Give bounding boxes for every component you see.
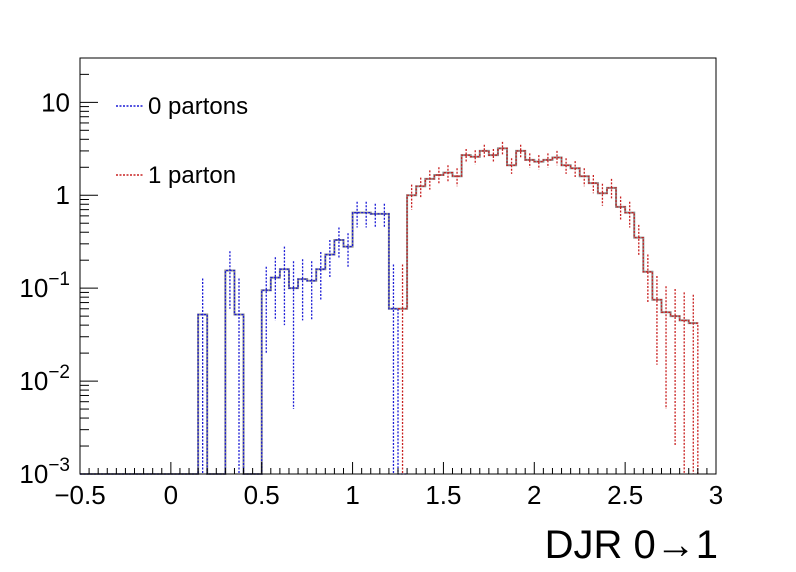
y-axis: 10−3 10−2 10−1 1 10	[19, 57, 98, 489]
x-tick-label: 0	[164, 480, 178, 510]
y-tick-label: 10−3	[19, 455, 70, 489]
y-tick-label: 1	[56, 180, 70, 210]
x-tick-label: 1.5	[425, 480, 461, 510]
series-line-0	[80, 211, 408, 475]
x-tick-label: −0.5	[54, 480, 105, 510]
y-tick-label: 10−2	[19, 362, 70, 396]
x-axis-title: DJR 0→1	[545, 523, 718, 567]
y-tick-label: 10	[41, 87, 70, 117]
x-tick-label: 2	[527, 480, 541, 510]
x-tick-label: 2.5	[607, 480, 643, 510]
x-tick-label: 1	[345, 480, 359, 510]
series-line-1	[398, 147, 699, 474]
legend-label: 1 parton	[148, 162, 236, 189]
x-tick-label: 3	[709, 480, 723, 510]
legend: 0 partons 1 parton	[116, 93, 248, 189]
x-axis: −0.5 0 0.5 1 1.5 2 2.5 3	[54, 462, 723, 510]
series-0	[80, 201, 408, 475]
series-layer	[80, 141, 699, 475]
y-tick-label: 10−1	[19, 269, 70, 303]
legend-label: 0 partons	[148, 93, 248, 120]
series-1	[398, 141, 699, 474]
x-tick-label: 0.5	[244, 480, 280, 510]
